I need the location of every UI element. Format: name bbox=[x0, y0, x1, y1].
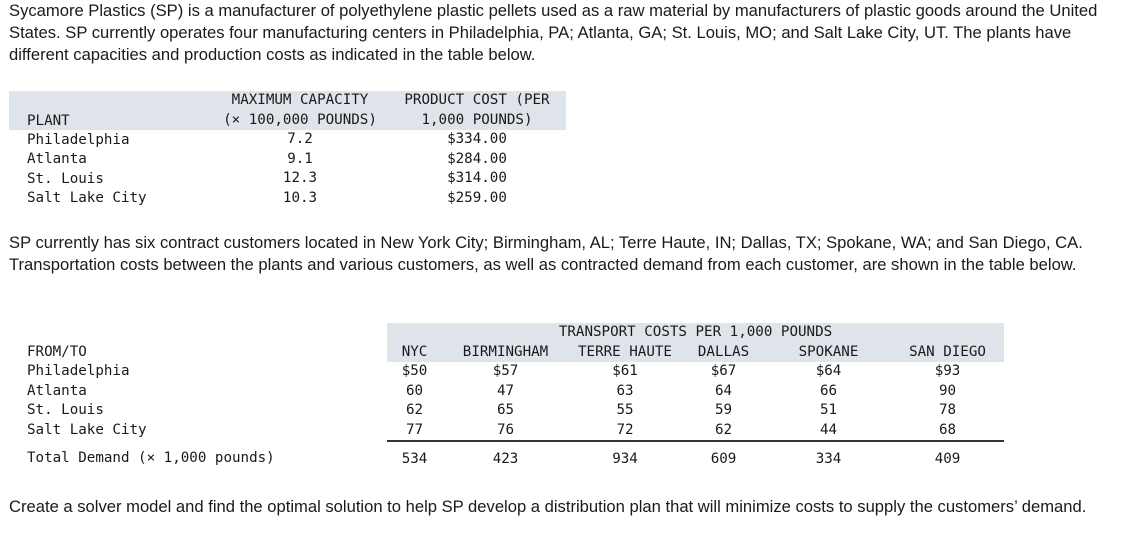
transport-cost-table: TRANSPORT COSTS PER 1,000 POUNDS FROM/TO… bbox=[9, 323, 1004, 469]
cost-cell: 44 bbox=[766, 420, 891, 442]
cost-cell: 60 bbox=[405, 382, 424, 399]
from-plant: St. Louis bbox=[27, 402, 104, 419]
table-row: St. Louis 62 65 55 59 51 78 bbox=[9, 401, 1004, 421]
cost-cell: $67 bbox=[710, 363, 737, 380]
table-row: Atlanta 60 47 63 64 66 90 bbox=[9, 382, 1004, 402]
from-to-label: FROM/TO bbox=[27, 343, 87, 360]
closing-paragraph: Create a solver model and find the optim… bbox=[9, 497, 1087, 516]
plant-capacity: 10.3 bbox=[282, 189, 318, 206]
plant-name: Atlanta bbox=[27, 151, 87, 167]
cost-cell: 51 bbox=[819, 402, 838, 419]
table-row: Total Demand (× 1,000 pounds) 534 423 93… bbox=[9, 441, 1004, 469]
capacity-header-line2: (× 100,000 POUNDS) bbox=[212, 110, 388, 130]
cost-cell: 62 bbox=[681, 420, 766, 442]
cost-cell: 62 bbox=[405, 402, 424, 419]
demand-cell: 534 bbox=[401, 450, 428, 467]
cost-cell: 47 bbox=[496, 382, 515, 399]
demand-cell: 409 bbox=[934, 450, 961, 467]
cost-header-line2: 1,000 POUNDS) bbox=[388, 110, 566, 130]
table-row: Salt Lake City 77 76 72 62 44 68 bbox=[9, 420, 1004, 442]
capacity-header-line1: MAXIMUM CAPACITY bbox=[212, 91, 388, 111]
cost-cell: 65 bbox=[496, 402, 515, 419]
from-plant: Philadelphia bbox=[27, 363, 130, 380]
column-header-dallas: DALLAS bbox=[681, 342, 766, 362]
intro-paragraph: Sycamore Plastics (SP) is a manufacturer… bbox=[9, 1, 1098, 64]
column-header-san-diego: SAN DIEGO bbox=[891, 342, 1004, 362]
cost-cell: $50 bbox=[401, 363, 428, 380]
transport-band-title: TRANSPORT COSTS PER 1,000 POUNDS bbox=[387, 323, 1004, 343]
plant-cost: $334.00 bbox=[447, 131, 507, 148]
plant-capacity: 7.2 bbox=[287, 131, 313, 148]
cost-cell: 90 bbox=[938, 382, 957, 399]
cost-cell: 72 bbox=[569, 420, 681, 442]
plant-capacity-table: MAXIMUM CAPACITY PRODUCT COST (PER PLANT… bbox=[9, 91, 566, 208]
cost-cell: 66 bbox=[819, 382, 838, 399]
from-plant: Salt Lake City bbox=[27, 422, 147, 439]
column-header-terre-haute: TERRE HAUTE bbox=[569, 342, 681, 362]
table-row: Atlanta 9.1 $284.00 bbox=[9, 150, 566, 170]
column-header-spokane: SPOKANE bbox=[766, 342, 891, 362]
cost-cell: 78 bbox=[938, 402, 957, 419]
plant-cost: $284.00 bbox=[447, 150, 507, 167]
column-header-birmingham: BIRMINGHAM bbox=[442, 342, 569, 362]
cost-cell: 55 bbox=[616, 402, 634, 419]
plant-header: PLANT bbox=[9, 110, 212, 130]
table-row: Philadelphia 7.2 $334.00 bbox=[9, 130, 566, 150]
plant-name: St. Louis bbox=[27, 170, 104, 187]
cost-cell: 77 bbox=[387, 420, 442, 442]
cost-cell: $93 bbox=[934, 363, 961, 380]
cost-cell: 63 bbox=[616, 382, 634, 399]
cost-header-line1: PRODUCT COST (PER bbox=[388, 91, 566, 111]
demand-cell: 423 bbox=[492, 450, 519, 467]
plant-name: Salt Lake City bbox=[27, 190, 147, 206]
cost-cell: 64 bbox=[714, 382, 733, 399]
cost-cell: $57 bbox=[492, 363, 519, 380]
plant-name: Philadelphia bbox=[27, 131, 130, 148]
middle-paragraph: SP currently has six contract customers … bbox=[9, 233, 1083, 274]
cost-cell: 68 bbox=[891, 420, 1004, 442]
demand-label: Total Demand (× 1,000 pounds) bbox=[27, 450, 275, 466]
demand-cell: 609 bbox=[710, 450, 737, 467]
plant-cost: $259.00 bbox=[447, 189, 507, 206]
plant-capacity: 9.1 bbox=[287, 150, 313, 167]
cost-cell: 76 bbox=[442, 420, 569, 442]
demand-cell: 934 bbox=[612, 450, 638, 467]
cost-cell: 59 bbox=[714, 402, 733, 419]
table-row: Salt Lake City 10.3 $259.00 bbox=[9, 189, 566, 209]
column-header-nyc: NYC bbox=[387, 342, 442, 362]
demand-cell: 334 bbox=[815, 450, 842, 467]
cost-cell: $64 bbox=[815, 363, 842, 380]
plant-cost: $314.00 bbox=[447, 170, 507, 187]
from-plant: Atlanta bbox=[27, 382, 87, 399]
plant-capacity: 12.3 bbox=[282, 170, 318, 187]
table-row: St. Louis 12.3 $314.00 bbox=[9, 169, 566, 189]
cost-cell: $61 bbox=[612, 363, 638, 380]
table-row: Philadelphia $50 $57 $61 $67 $64 $93 bbox=[9, 362, 1004, 382]
